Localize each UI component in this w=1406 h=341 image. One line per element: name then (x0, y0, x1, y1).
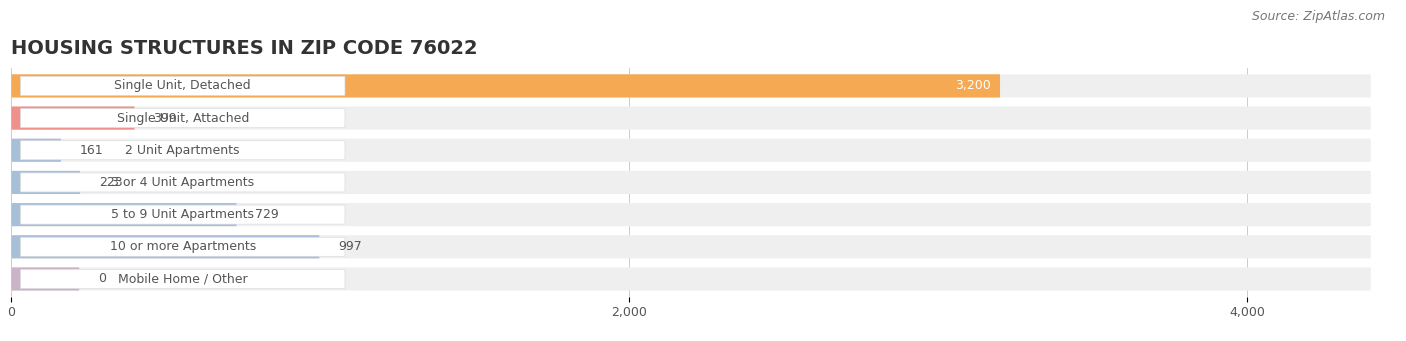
FancyBboxPatch shape (11, 139, 1371, 162)
Text: HOUSING STRUCTURES IN ZIP CODE 76022: HOUSING STRUCTURES IN ZIP CODE 76022 (11, 39, 478, 58)
FancyBboxPatch shape (21, 108, 344, 128)
FancyBboxPatch shape (11, 267, 79, 291)
Text: 3,200: 3,200 (955, 79, 991, 92)
FancyBboxPatch shape (11, 203, 236, 226)
Text: 2 Unit Apartments: 2 Unit Apartments (125, 144, 240, 157)
Text: 729: 729 (254, 208, 278, 221)
FancyBboxPatch shape (11, 171, 1371, 194)
Text: Mobile Home / Other: Mobile Home / Other (118, 272, 247, 285)
FancyBboxPatch shape (11, 235, 319, 258)
Text: 161: 161 (80, 144, 103, 157)
FancyBboxPatch shape (11, 235, 1371, 258)
FancyBboxPatch shape (21, 269, 344, 288)
FancyBboxPatch shape (11, 74, 1371, 98)
FancyBboxPatch shape (11, 171, 80, 194)
FancyBboxPatch shape (21, 237, 344, 256)
FancyBboxPatch shape (11, 106, 135, 130)
Text: 10 or more Apartments: 10 or more Apartments (110, 240, 256, 253)
Text: Source: ZipAtlas.com: Source: ZipAtlas.com (1251, 10, 1385, 23)
Text: Single Unit, Attached: Single Unit, Attached (117, 112, 249, 124)
FancyBboxPatch shape (21, 173, 344, 192)
Text: 399: 399 (153, 112, 177, 124)
Text: 223: 223 (98, 176, 122, 189)
FancyBboxPatch shape (11, 74, 1000, 98)
FancyBboxPatch shape (11, 106, 1371, 130)
Text: 0: 0 (98, 272, 105, 285)
Text: 5 to 9 Unit Apartments: 5 to 9 Unit Apartments (111, 208, 254, 221)
FancyBboxPatch shape (11, 203, 1371, 226)
FancyBboxPatch shape (21, 141, 344, 160)
Text: 997: 997 (337, 240, 361, 253)
Text: Single Unit, Detached: Single Unit, Detached (114, 79, 252, 92)
FancyBboxPatch shape (11, 139, 60, 162)
FancyBboxPatch shape (21, 205, 344, 224)
FancyBboxPatch shape (11, 267, 1371, 291)
Text: 3 or 4 Unit Apartments: 3 or 4 Unit Apartments (111, 176, 254, 189)
FancyBboxPatch shape (21, 76, 344, 95)
